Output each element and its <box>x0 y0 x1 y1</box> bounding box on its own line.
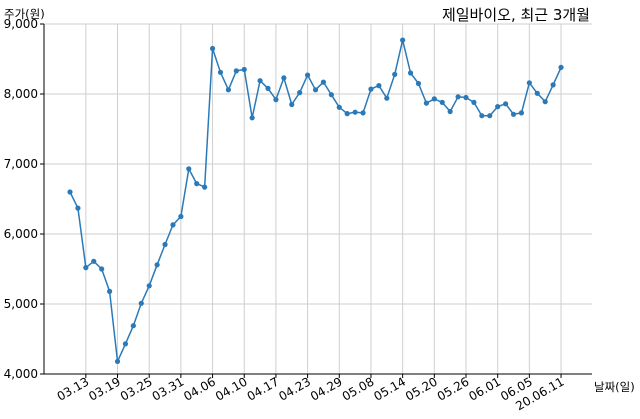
x-tick-label: 04.17 <box>245 374 282 403</box>
grid <box>44 23 592 375</box>
data-point <box>107 288 113 294</box>
data-point <box>518 110 525 116</box>
data-point <box>431 96 437 102</box>
data-point <box>312 87 319 93</box>
y-axis-title: 주가(원) <box>4 7 45 21</box>
x-tick-label: 05.14 <box>371 374 408 403</box>
data-point <box>225 87 231 93</box>
x-tick-label: 05.26 <box>435 374 472 403</box>
data-point <box>146 283 152 289</box>
data-point <box>344 111 350 117</box>
x-tick-label: 04.29 <box>308 374 345 403</box>
data-point <box>67 189 73 195</box>
data-point <box>289 101 295 108</box>
data-point <box>217 69 224 75</box>
x-tick-label: 04.23 <box>276 374 313 403</box>
data-point <box>455 94 461 100</box>
x-tick-label: 03.13 <box>55 374 92 403</box>
y-tick-label: 6,000 <box>4 227 38 241</box>
data-point <box>558 64 564 70</box>
data-point <box>99 266 105 272</box>
x-tick-label: 03.25 <box>118 374 155 403</box>
x-tick-label: 06.01 <box>466 374 503 403</box>
data-point <box>83 265 89 271</box>
x-tick-label: 05.08 <box>340 374 377 403</box>
y-tick-label: 7,000 <box>4 157 38 171</box>
data-point <box>154 262 160 268</box>
data-point <box>130 323 136 329</box>
data-point <box>75 205 81 211</box>
chart-title: 제일바이오, 최근 3개월 <box>442 6 590 24</box>
data-point <box>487 113 493 119</box>
data-point <box>178 213 184 220</box>
data-point <box>415 80 422 87</box>
data-point <box>336 104 342 110</box>
data-point <box>352 109 358 115</box>
y-tick-label: 8,000 <box>4 87 38 101</box>
data-point <box>281 75 287 81</box>
data-point <box>91 258 97 264</box>
data-point <box>305 72 311 78</box>
data-point <box>439 99 445 105</box>
data-point <box>463 94 469 101</box>
data-point <box>233 68 239 74</box>
data-point <box>320 79 327 85</box>
y-tick-label: 4,000 <box>4 367 38 381</box>
data-point <box>194 181 200 187</box>
data-point <box>400 37 406 43</box>
data-point <box>503 101 509 107</box>
data-point <box>392 71 398 77</box>
data-point <box>257 78 263 84</box>
data-point <box>360 110 366 116</box>
data-point <box>384 95 390 101</box>
data-point <box>249 115 255 121</box>
x-tick-label: 03.31 <box>150 374 187 403</box>
x-tick-label: 03.19 <box>86 374 123 403</box>
data-point <box>368 86 374 92</box>
data-point <box>241 66 247 73</box>
data-point <box>162 241 168 248</box>
x-tick-label: 05.20 <box>403 374 440 403</box>
data-point <box>479 113 485 119</box>
x-axis-title: 날짜(일) <box>594 380 635 394</box>
data-point <box>542 99 548 105</box>
data-point <box>202 184 208 190</box>
data-point <box>510 111 517 117</box>
data-point <box>186 166 192 172</box>
data-point <box>526 80 532 86</box>
data-point <box>265 85 271 91</box>
data-point <box>376 83 382 89</box>
data-point <box>122 341 129 347</box>
data-point <box>471 99 477 105</box>
data-point <box>423 100 429 106</box>
data-point <box>328 92 334 98</box>
data-point <box>209 45 216 52</box>
axes: 4,000 5,000 6,000 7,000 8,000 9,000 03.1303.19… <box>4 17 592 413</box>
data-point <box>495 104 501 110</box>
data-point <box>407 70 414 76</box>
data-point <box>273 97 279 103</box>
series <box>67 37 564 364</box>
y-tick-label: 5,000 <box>4 297 38 311</box>
data-point <box>550 82 556 88</box>
data-point <box>138 300 144 306</box>
data-point <box>114 358 121 364</box>
x-tick-label: 04.10 <box>213 374 250 403</box>
data-point <box>447 108 453 115</box>
data-point <box>297 90 303 96</box>
y-tick-label: 9,000 <box>4 17 38 31</box>
data-point <box>534 90 540 96</box>
x-tick-label: 04.06 <box>181 374 218 403</box>
data-point <box>170 222 176 228</box>
